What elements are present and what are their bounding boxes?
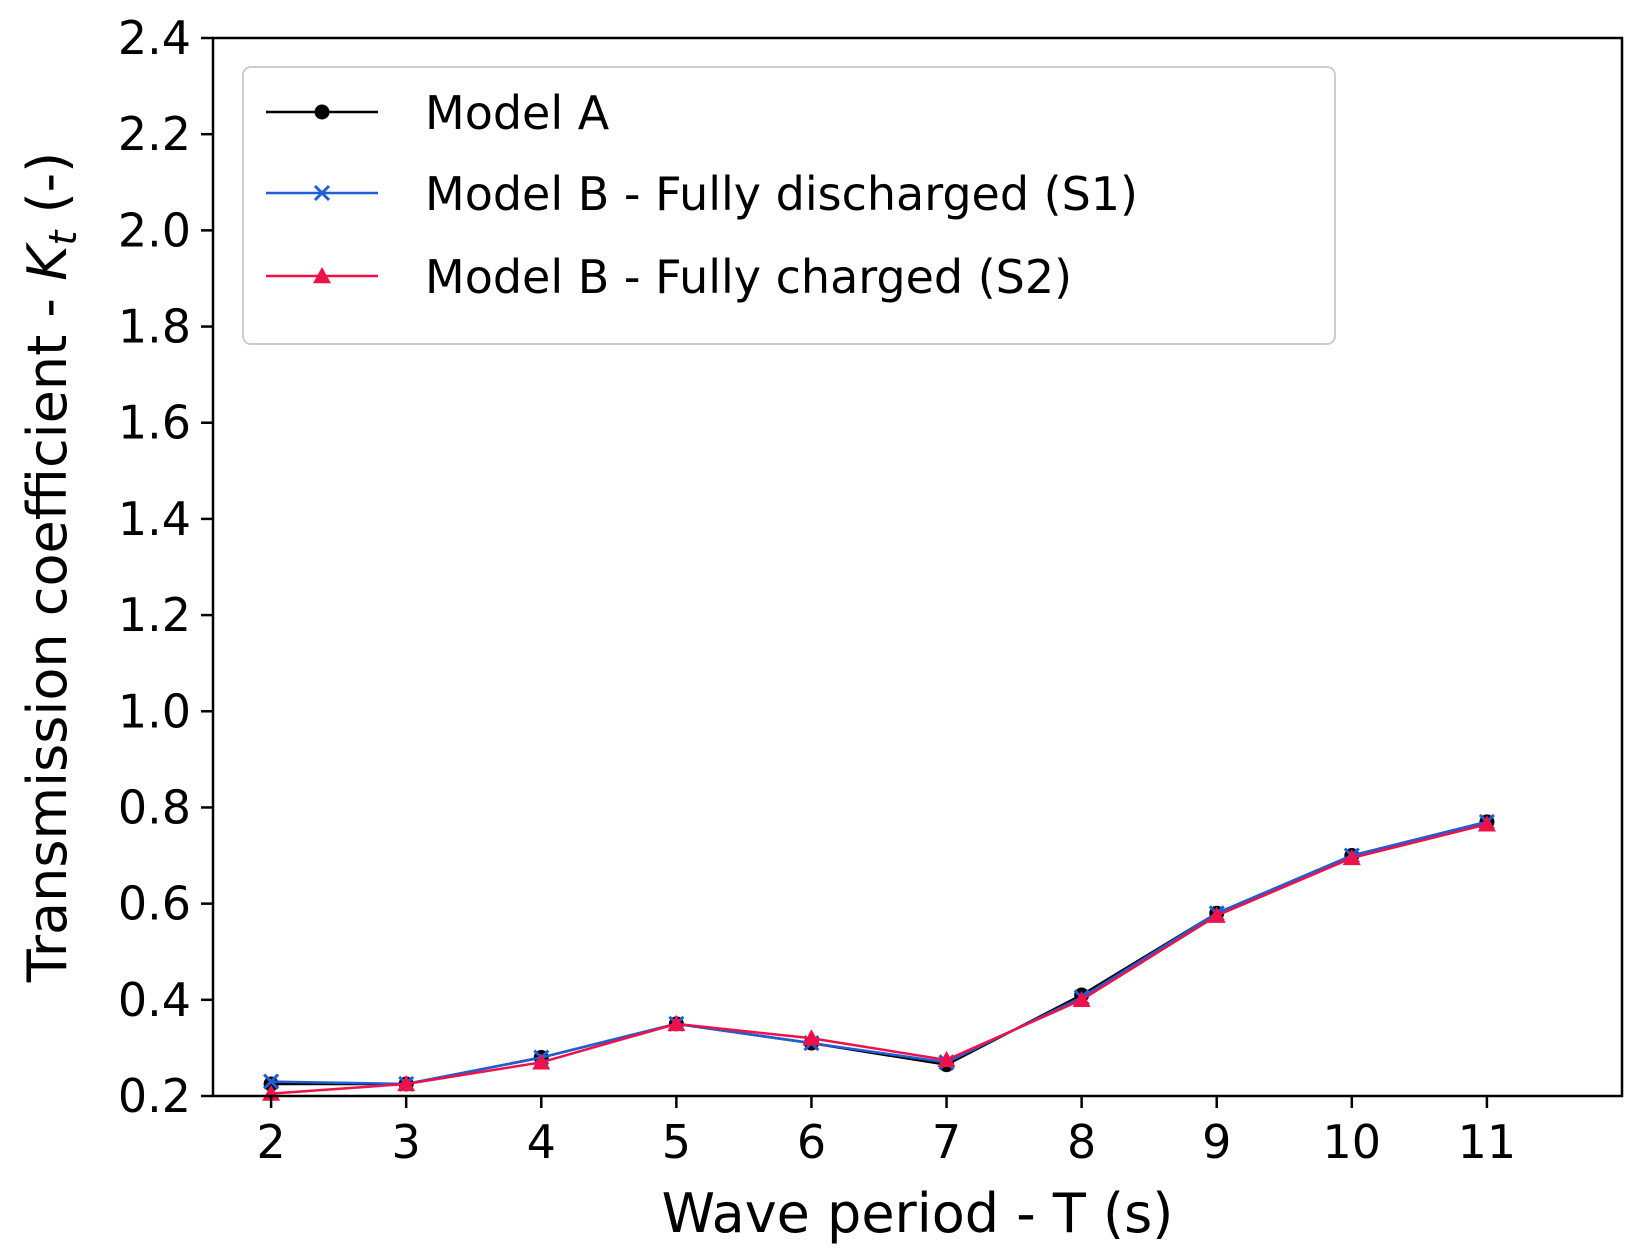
legend: Model A Model B - Fully discharged (S1) Mo… bbox=[242, 66, 1336, 345]
y-axis-label-main: Transmission coefficient - bbox=[16, 281, 79, 983]
plot-frame bbox=[211, 36, 1624, 1098]
y-tick-label: 0.8 bbox=[118, 780, 191, 834]
y-tick-label: 2.0 bbox=[118, 203, 191, 257]
legend-entry-2: Model B - Fully discharged (S1) bbox=[266, 167, 1138, 221]
data-point bbox=[1477, 815, 1496, 832]
y-axis-label: Transmission coefficient - Kt (-) bbox=[16, 152, 85, 983]
y-tick-label: 1.8 bbox=[118, 300, 191, 354]
marker-stroke bbox=[313, 184, 331, 202]
x-tick-label: 9 bbox=[1202, 1115, 1231, 1169]
legend-marker bbox=[314, 104, 330, 120]
x-tick-label: 11 bbox=[1458, 1115, 1517, 1169]
data-point bbox=[1072, 990, 1091, 1008]
x-tick-label: 8 bbox=[1067, 1115, 1096, 1169]
series-3 bbox=[262, 815, 1496, 1101]
y-tick-label: 1.2 bbox=[118, 588, 191, 642]
legend-marker bbox=[313, 184, 331, 202]
y-tick-label: 1.4 bbox=[118, 492, 191, 546]
series-line bbox=[271, 823, 1488, 1095]
marker-stroke bbox=[263, 1073, 280, 1090]
y-axis-label-subscript: t bbox=[41, 228, 85, 245]
legend-entry-3: Model B - Fully charged (S2) bbox=[266, 250, 1072, 304]
y-axis-label-symbol: K bbox=[16, 242, 79, 281]
data-point bbox=[802, 1029, 821, 1046]
legend-box bbox=[242, 66, 1336, 345]
x-tick-label: 6 bbox=[797, 1115, 826, 1169]
legend-label: Model B - Fully charged (S2) bbox=[425, 250, 1072, 304]
data-point bbox=[667, 1014, 686, 1032]
y-tick-label: 0.6 bbox=[118, 877, 191, 931]
legend-label: Model A bbox=[425, 86, 610, 140]
y-axis: 0.2 0.4 0.6 0.8 1.0 1.2 1.4 1.6 1.8 2.0 2.2 2.4 bbox=[118, 11, 213, 1123]
data-point bbox=[1342, 848, 1361, 866]
y-axis-label-unit: (-) bbox=[16, 152, 79, 231]
data-point bbox=[397, 1074, 416, 1092]
y-tick-label: 1.6 bbox=[118, 396, 191, 450]
x-tick-label: 4 bbox=[527, 1115, 556, 1169]
data-point bbox=[532, 1053, 551, 1070]
y-tick-label: 1.0 bbox=[118, 684, 191, 738]
y-tick-label: 2.4 bbox=[118, 11, 191, 65]
legend-entry-1: Model A bbox=[266, 86, 610, 140]
data-point bbox=[263, 1073, 280, 1090]
x-tick-label: 3 bbox=[392, 1115, 421, 1169]
y-tick-label: 0.4 bbox=[118, 973, 191, 1027]
x-tick-label: 5 bbox=[662, 1115, 691, 1169]
legend-entries: Model A Model B - Fully discharged (S1) Mo… bbox=[266, 86, 1138, 304]
legend-marker bbox=[313, 267, 331, 284]
data-point bbox=[263, 1076, 279, 1092]
x-tick-label: 2 bbox=[256, 1115, 285, 1169]
x-tick-label: 10 bbox=[1323, 1115, 1382, 1169]
series-line bbox=[271, 820, 1488, 1086]
legend-label: Model B - Fully discharged (S1) bbox=[425, 167, 1138, 221]
series-layer bbox=[262, 813, 1496, 1101]
y-tick-label: 0.2 bbox=[118, 1069, 191, 1123]
y-tick-label: 2.2 bbox=[118, 107, 191, 161]
x-axis: 2 3 4 5 6 7 8 9 10 11 bbox=[256, 1096, 1516, 1169]
x-axis-label: Wave period - T (s) bbox=[662, 1182, 1174, 1245]
x-tick-label: 7 bbox=[932, 1115, 961, 1169]
data-point bbox=[1207, 906, 1226, 923]
data-point bbox=[937, 1050, 956, 1068]
